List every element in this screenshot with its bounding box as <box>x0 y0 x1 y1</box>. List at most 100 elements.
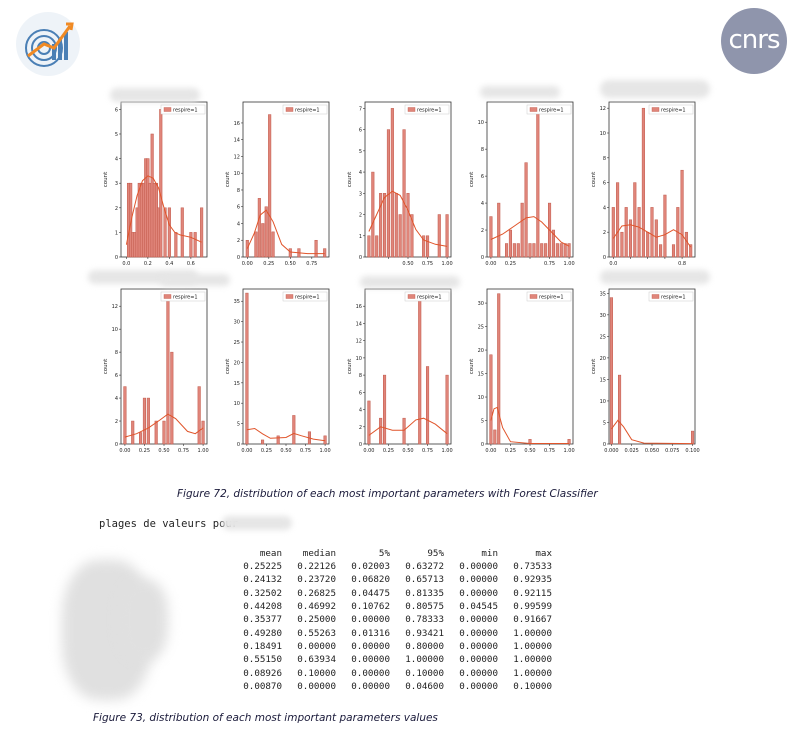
x-tick-label: 0.25 <box>139 448 150 454</box>
y-tick-label: 4 <box>603 205 606 211</box>
histogram-bar <box>680 169 684 258</box>
y-tick-label: 0 <box>237 442 240 448</box>
histogram-bar <box>524 162 528 258</box>
histogram-bar <box>426 235 430 258</box>
y-tick-label: 6 <box>359 390 362 396</box>
x-tick-label: 0.50 <box>402 448 413 454</box>
histogram-bar <box>555 243 559 258</box>
histogram-bar <box>402 417 406 445</box>
y-tick-label: 2 <box>237 238 240 244</box>
x-tick-label: 1.00 <box>442 261 453 267</box>
stats-cell: 0.00000 <box>351 654 390 666</box>
stats-cell: 0.10000 <box>297 667 336 679</box>
histogram-bar <box>367 235 371 258</box>
y-axis-label: count <box>103 358 109 374</box>
histogram-bar <box>162 420 166 445</box>
legend-label: respire=1 <box>417 295 442 301</box>
x-tick-label: 0.050 <box>645 448 659 454</box>
stats-cell: 0.18491 <box>243 640 282 652</box>
stats-cell: 0.00000 <box>459 587 498 599</box>
y-tick-label: 20 <box>234 360 240 366</box>
stats-cell: 0.04600 <box>405 680 444 692</box>
y-tick-label: 30 <box>234 320 240 326</box>
redaction-blur <box>600 270 710 284</box>
histogram-panel: 0 1 2 3 4 5 6 7 0.50 0.75 1.00 count respire=1 <box>347 101 453 267</box>
stats-row: 0.24132 0.23720 0.06820 0.65713 0.00000 0.929… <box>188 573 552 586</box>
y-tick-label: 6 <box>603 181 606 187</box>
stats-cell: 0.65713 <box>405 574 444 586</box>
y-tick-label: 16 <box>234 121 240 127</box>
stats-cell: 1.00000 <box>513 654 552 666</box>
y-tick-label: 8 <box>115 350 118 356</box>
legend-swatch <box>163 294 172 299</box>
histogram-bar <box>201 420 205 445</box>
histogram-bar <box>268 114 272 258</box>
y-tick-label: 4 <box>359 408 362 414</box>
x-tick-label: 0.00 <box>242 261 253 267</box>
histogram-bar <box>684 231 688 258</box>
stats-cell: 0.00000 <box>351 614 390 626</box>
kde-curve <box>368 190 448 247</box>
y-tick-label: 1 <box>359 234 362 240</box>
histogram-bar <box>367 400 371 445</box>
histogram-bar <box>193 232 197 258</box>
redaction-blur <box>110 88 200 102</box>
x-tick-label: 0.75 <box>300 448 311 454</box>
y-tick-label: 2 <box>359 425 362 431</box>
plot-frame <box>364 288 452 445</box>
histogram-bar <box>616 182 620 258</box>
histogram-bar <box>174 232 178 258</box>
stats-cell: 0.10000 <box>513 680 552 692</box>
histogram-bar <box>618 374 622 445</box>
histogram-bar <box>410 214 414 258</box>
stats-cell: 0.22126 <box>297 561 336 573</box>
stats-cell: 0.80000 <box>405 640 444 652</box>
legend-swatch <box>285 294 294 299</box>
x-tick-label: 0.00 <box>363 448 374 454</box>
x-tick-label: 0.50 <box>285 261 296 267</box>
y-tick-label: 10 <box>112 327 118 333</box>
x-tick-label: 1.00 <box>320 448 331 454</box>
stats-cell: 0.10762 <box>351 601 390 613</box>
stats-column-header: 5% <box>378 547 390 559</box>
y-tick-label: 6 <box>481 174 484 180</box>
histogram-bar <box>139 432 143 445</box>
redaction-blur <box>118 580 168 660</box>
histogram-bar <box>402 129 406 258</box>
legend-box <box>160 291 206 302</box>
y-tick-label: 0 <box>481 442 484 448</box>
y-tick-label: 10 <box>234 401 240 407</box>
y-tick-label: 0 <box>237 255 240 261</box>
y-tick-label: 6 <box>115 107 118 113</box>
y-tick-label: 6 <box>359 128 362 134</box>
x-tick-label: 0.00 <box>485 448 496 454</box>
histogram-bar <box>163 207 167 258</box>
histogram-bar <box>390 108 394 258</box>
histogram-bar <box>264 206 268 258</box>
stats-cell: 0.63272 <box>405 561 444 573</box>
y-tick-label: 12 <box>112 304 118 310</box>
histogram-bar <box>323 435 327 445</box>
stats-cell: 0.00000 <box>459 561 498 573</box>
legend-label: respire=1 <box>661 108 686 114</box>
y-axis-label: count <box>347 358 353 374</box>
y-tick-label: 5 <box>359 149 362 155</box>
stats-cell: 0.63934 <box>297 654 336 666</box>
kde-curve <box>611 419 693 445</box>
y-tick-label: 30 <box>478 301 484 307</box>
histogram-panel: 0 2 4 6 8 10 12 14 16 0.00 0.25 0.50 0.75 count respir… <box>225 101 330 267</box>
histogram-bar <box>689 244 693 258</box>
legend-box <box>648 291 694 302</box>
x-tick-label: 0.50 <box>280 448 291 454</box>
histogram-bar <box>505 243 509 258</box>
x-tick-label: 0.75 <box>422 261 433 267</box>
histogram-bar <box>371 171 375 258</box>
histogram-bar <box>609 297 613 445</box>
stats-row: 0.18491 0.00000 0.00000 0.80000 0.00000 1.000… <box>188 640 552 653</box>
y-tick-label: 35 <box>234 299 240 305</box>
y-tick-label: 0 <box>603 442 606 448</box>
histogram-panel: 0 2 4 6 8 10 0.00 0.25 0.75 1.00 count respire=1 <box>469 101 575 267</box>
x-tick-label: 0.75 <box>306 261 317 267</box>
stats-cell: 0.00000 <box>459 654 498 666</box>
stats-column-header: min <box>481 547 498 559</box>
